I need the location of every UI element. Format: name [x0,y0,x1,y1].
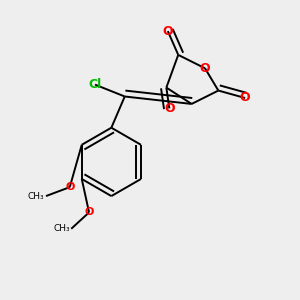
Text: CH₃: CH₃ [53,224,70,233]
Text: Cl: Cl [88,78,102,91]
Text: O: O [164,102,175,115]
Text: O: O [84,207,94,218]
Text: O: O [65,182,74,192]
Text: CH₃: CH₃ [28,192,44,201]
Text: O: O [163,25,173,38]
Text: O: O [200,62,210,75]
Text: O: O [240,92,250,104]
